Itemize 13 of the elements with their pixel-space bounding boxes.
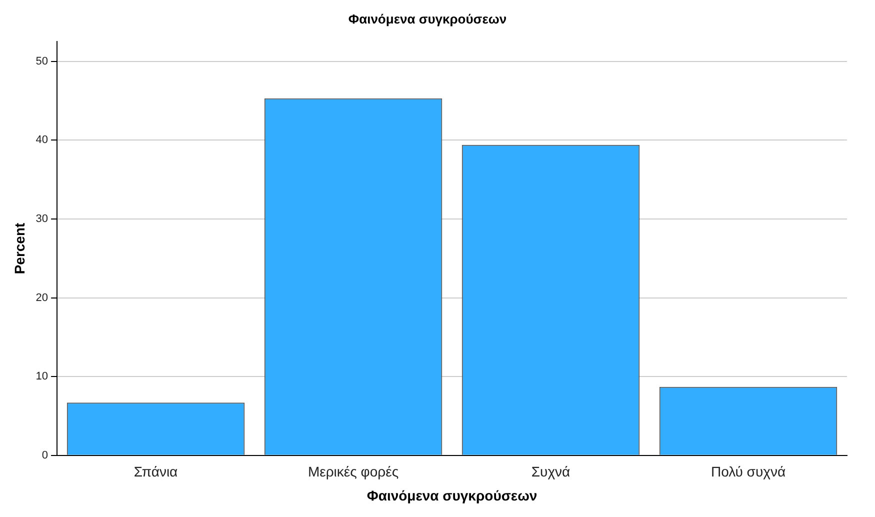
y-tick-label: 50 — [36, 55, 48, 68]
y-tick-label: 40 — [36, 134, 48, 146]
x-tick-label: Συχνά — [531, 464, 570, 480]
y-tick-label: 30 — [36, 212, 48, 225]
x-axis-title: Φαινόμενα συγκρούσεων — [366, 487, 538, 504]
chart-title: Φαινόμενα συγκρούσεων — [348, 11, 507, 26]
y-tick-label: 0 — [42, 449, 48, 462]
y-tick-label: 10 — [36, 370, 48, 383]
y-tick-label: 20 — [36, 292, 48, 304]
x-tick-label: Πολύ συχνά — [710, 464, 786, 480]
y-axis-title: Percent — [11, 222, 28, 274]
x-tick-label: Μερικές φορές — [308, 464, 399, 480]
x-tick-label: Σπάνια — [134, 464, 178, 480]
